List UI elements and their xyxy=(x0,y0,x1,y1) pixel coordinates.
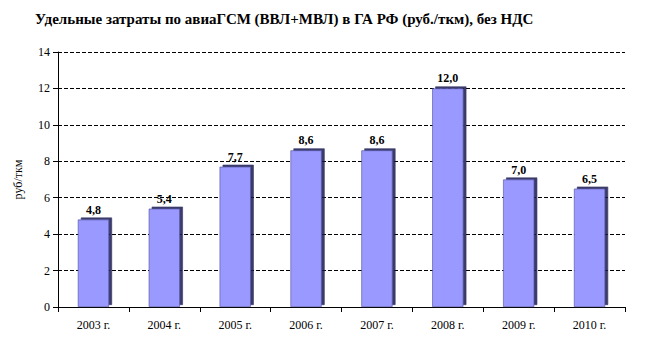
svg-text:8,6: 8,6 xyxy=(299,133,314,147)
svg-text:4: 4 xyxy=(44,227,50,241)
svg-text:8: 8 xyxy=(44,154,50,168)
svg-text:2005 г.: 2005 г. xyxy=(218,318,252,332)
svg-text:8,6: 8,6 xyxy=(369,133,384,147)
svg-text:10: 10 xyxy=(38,118,50,132)
svg-text:12,0: 12,0 xyxy=(437,71,458,85)
svg-text:6: 6 xyxy=(44,191,50,205)
svg-text:4,8: 4,8 xyxy=(86,203,101,217)
svg-text:2010 г.: 2010 г. xyxy=(573,318,607,332)
svg-text:2009 г.: 2009 г. xyxy=(502,318,536,332)
svg-text:7,7: 7,7 xyxy=(228,150,243,164)
svg-text:2007 г.: 2007 г. xyxy=(360,318,394,332)
svg-text:0: 0 xyxy=(44,300,50,314)
svg-text:2008 г.: 2008 г. xyxy=(431,318,465,332)
svg-text:6,5: 6,5 xyxy=(582,172,597,186)
svg-text:14: 14 xyxy=(38,45,50,59)
svg-text:12: 12 xyxy=(38,81,50,95)
svg-text:7,0: 7,0 xyxy=(511,163,526,177)
svg-text:Удельные затраты по авиаГСМ (В: Удельные затраты по авиаГСМ (ВВЛ+МВЛ) в … xyxy=(35,11,533,28)
svg-text:2004 г.: 2004 г. xyxy=(148,318,182,332)
svg-text:5,4: 5,4 xyxy=(157,192,172,206)
svg-text:2: 2 xyxy=(44,264,50,278)
svg-text:руб/ткм: руб/ткм xyxy=(11,159,25,199)
svg-text:2003 г.: 2003 г. xyxy=(77,318,111,332)
svg-text:2006 г.: 2006 г. xyxy=(289,318,323,332)
